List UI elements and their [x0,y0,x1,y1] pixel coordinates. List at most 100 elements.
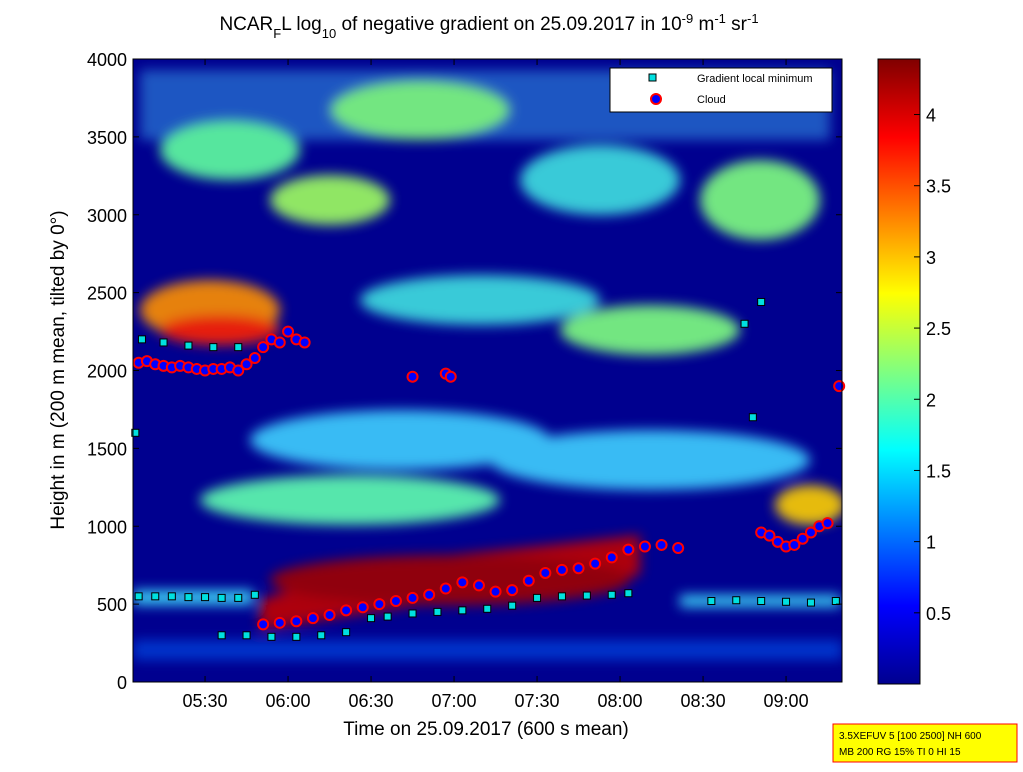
gradient-minimum-point [151,592,160,601]
cloud-point [439,582,452,595]
gradient-minimum-point [458,606,467,615]
cloud-point [589,557,602,570]
colorbar-tick-label: 3 [926,248,936,268]
title-part: -1 [714,11,726,26]
cloud-point [638,540,651,553]
cloud-point [833,380,846,393]
cloud-point [655,538,668,551]
gradient-minimum-point [242,631,251,640]
x-tick-label: 05:30 [183,691,228,711]
x-axis-label: Time on 25.09.2017 (600 s mean) [343,719,629,740]
gradient-minimum-point [201,593,210,602]
gradient-minimum-point [137,335,146,344]
cloud-point [472,579,485,592]
cloud-point [340,604,353,617]
y-tick-label: 3000 [87,206,127,226]
gradient-minimum-point [582,591,591,600]
colorbar-tick-label: 4 [926,106,936,126]
title-part: of negative gradient on 25.09.2017 in 10 [336,14,681,35]
gradient-minimum-point [367,614,376,623]
cloud-point [821,517,834,530]
y-tick-label: 4000 [87,50,127,70]
gradient-minimum-point [740,319,749,328]
y-tick-label: 3500 [87,128,127,148]
gradient-minimum-point [624,589,633,598]
cloud-point [273,616,286,629]
cloud-point [456,576,469,589]
x-tick-label: 07:30 [515,691,560,711]
gradient-minimum-point [134,592,143,601]
cloud-point [356,601,369,614]
gradient-minimum-point [732,596,741,605]
title-part: -1 [747,11,759,26]
plot-area [131,297,846,641]
legend-marker [648,73,657,82]
gradient-minimum-point [317,631,326,640]
colorbar-tick-label: 1 [926,533,936,553]
gradient-minimum-point [433,607,442,616]
cloud-point [232,364,245,377]
cloud-point [257,341,270,354]
cloud-point [555,563,568,576]
cloud-point [257,618,270,631]
cloud-point [804,526,817,539]
y-tick-label: 1000 [87,517,127,537]
gradient-minimum-point [748,413,757,422]
gradient-minimum-point [707,597,716,606]
gradient-minimum-point [184,341,193,350]
cloud-point [788,538,801,551]
title-part: m [693,14,714,35]
title-part: -9 [682,11,694,26]
cloud-point [763,529,776,542]
x-tick-label: 06:00 [266,691,311,711]
gradient-minimum-point [292,632,301,641]
gradient-minimum-point [806,598,815,607]
title-part: L log [281,14,322,35]
colorbar-tick-label: 1.5 [926,461,951,481]
chart-title: NCARFL log10 of negative gradient on 25.… [219,11,758,41]
y-tick-label: 2500 [87,284,127,304]
legend-box [609,67,833,113]
colorbar-tick-label: 2 [926,390,936,410]
cloud-point [282,325,295,338]
cloud-point [273,336,286,349]
gradient-minimum-point [757,297,766,306]
gradient-minimum-point [557,592,566,601]
cloud-point [406,370,419,383]
x-tick-label: 08:00 [598,691,643,711]
gradient-minimum-point [209,343,218,352]
gradient-minimum-point [831,597,840,606]
colorbar-tick-label: 0.5 [926,604,951,624]
cloud-point [240,358,253,371]
gradient-minimum-point [383,612,392,621]
gradient-minimum-point [408,609,417,618]
x-tick-label: 06:30 [349,691,394,711]
colorbar-tick-label: 3.5 [926,177,951,197]
gradient-minimum-point [131,428,140,437]
x-tick-label: 07:00 [432,691,477,711]
gradient-minimum-point [342,628,351,637]
y-tick-label: 2000 [87,362,127,382]
gradient-minimum-point [607,590,616,599]
gradient-minimum-point [217,593,226,602]
cloud-point [423,588,436,601]
info-line: 3.5XEFUV 5 [100 2500] NH 600 [839,731,982,742]
cloud-point [290,615,303,628]
legend: Gradient local minimum Cloud [609,67,833,113]
gradient-minimum-point [167,592,176,601]
gradient-minimum-point [757,597,766,606]
cloud-point [572,562,585,575]
gradient-minimum-point [483,604,492,613]
cloud-point [248,352,261,365]
y-tick-label: 0 [117,673,127,693]
colorbar [877,58,921,685]
info-line: MB 200 RG 15% TI 0 HI 15 [839,747,961,758]
gradient-minimum-point [234,343,243,352]
x-tick-label: 08:30 [681,691,726,711]
cloud-point [539,566,552,579]
cloud-point [306,612,319,625]
title-part: 10 [322,26,336,41]
cloud-point [622,543,635,556]
y-axis-label: Height in m (200 m mean, tilted by 0°) [48,210,69,529]
